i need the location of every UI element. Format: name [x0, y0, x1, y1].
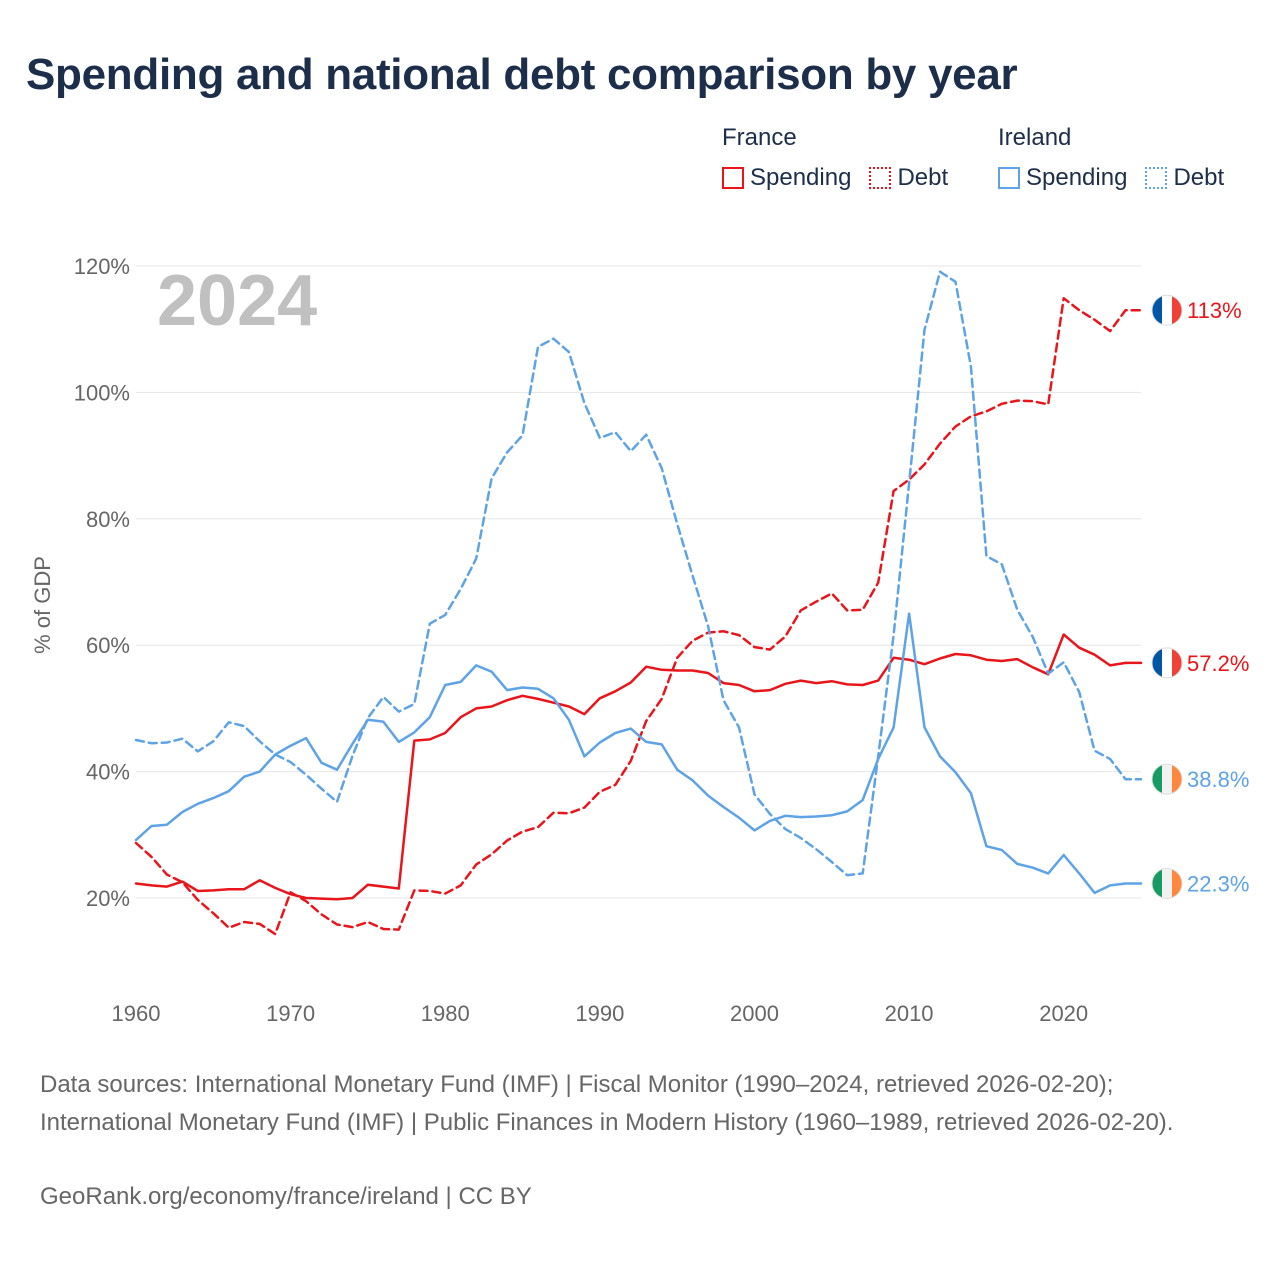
legend-country-ireland: Ireland — [998, 124, 1072, 151]
legend-swatch-ireland-spending — [998, 167, 1020, 189]
y-tick-label: 60% — [86, 633, 130, 658]
legend-swatch-ireland-debt — [1145, 167, 1168, 189]
y-tick-label: 40% — [86, 760, 130, 785]
series-layer — [134, 270, 1143, 936]
end-value-label: 113% — [1187, 298, 1242, 323]
end-value-label: 57.2% — [1187, 651, 1249, 676]
y-tick-label: 100% — [74, 380, 130, 405]
legend-label-ireland-spending: Spending — [1026, 164, 1128, 191]
series-line-france-spending — [134, 633, 1143, 901]
series-line-ireland-debt — [134, 270, 1143, 877]
legend-country-france: France — [722, 124, 797, 151]
y-tick-label: 20% — [86, 886, 130, 911]
x-tick-label: 2010 — [885, 1001, 934, 1026]
series-line-france-debt — [134, 296, 1143, 936]
x-tick-label: 2020 — [1039, 1001, 1088, 1026]
legend-item-ireland-spending[interactable]: Spending — [998, 164, 1127, 192]
line-chart: 20% 40% 60% 80% 100% 120% 1960 1970 1980 1990 2000… — [30, 254, 1249, 1026]
chart-title: Spending and national debt comparison by… — [26, 50, 1018, 99]
legend-label-ireland-debt: Debt — [1173, 164, 1225, 191]
y-tick-label: 80% — [86, 507, 130, 532]
flag-marker-ireland-icon — [1151, 867, 1183, 899]
end-value-label: 22.3% — [1187, 871, 1249, 896]
x-tick-label: 1960 — [112, 1001, 161, 1026]
grid-layer: 20% 40% 60% 80% 100% 120% 1960 1970 1980 1990 2000… — [74, 254, 1141, 1026]
end-labels-layer: 57.2% 113% 22.3% 38.8% — [1151, 294, 1249, 899]
legend-ireland: Ireland Spending Debt — [998, 124, 1242, 192]
x-tick-label: 2000 — [730, 1001, 779, 1026]
y-tick-label: 120% — [74, 254, 130, 279]
x-tick-label: 1970 — [266, 1001, 315, 1026]
end-value-label: 38.8% — [1187, 767, 1249, 792]
data-source-note: Data sources: International Monetary Fun… — [40, 1071, 1174, 1136]
year-watermark: 2024 — [157, 261, 317, 341]
legend-swatch-france-debt — [869, 167, 892, 189]
legend-label-france-spending: Spending — [750, 164, 852, 191]
y-axis-title: % of GDP — [30, 556, 55, 654]
legend-france: France Spending Debt — [722, 124, 966, 192]
legend-item-france-debt[interactable]: Debt — [869, 164, 948, 192]
series-line-ireland-spending — [134, 612, 1143, 895]
legend-item-ireland-debt[interactable]: Debt — [1145, 164, 1224, 192]
flag-marker-ireland-icon — [1151, 763, 1183, 795]
legend-item-france-spending[interactable]: Spending — [722, 164, 851, 192]
flag-marker-france-icon — [1151, 294, 1183, 326]
legend-swatch-france-spending — [722, 167, 744, 189]
legend-label-france-debt: Debt — [897, 164, 949, 191]
x-tick-label: 1990 — [575, 1001, 624, 1026]
attribution-link[interactable]: GeoRank.org/economy/france/ireland | CC … — [40, 1183, 532, 1210]
x-tick-label: 1980 — [421, 1001, 470, 1026]
flag-marker-france-icon — [1151, 647, 1183, 679]
